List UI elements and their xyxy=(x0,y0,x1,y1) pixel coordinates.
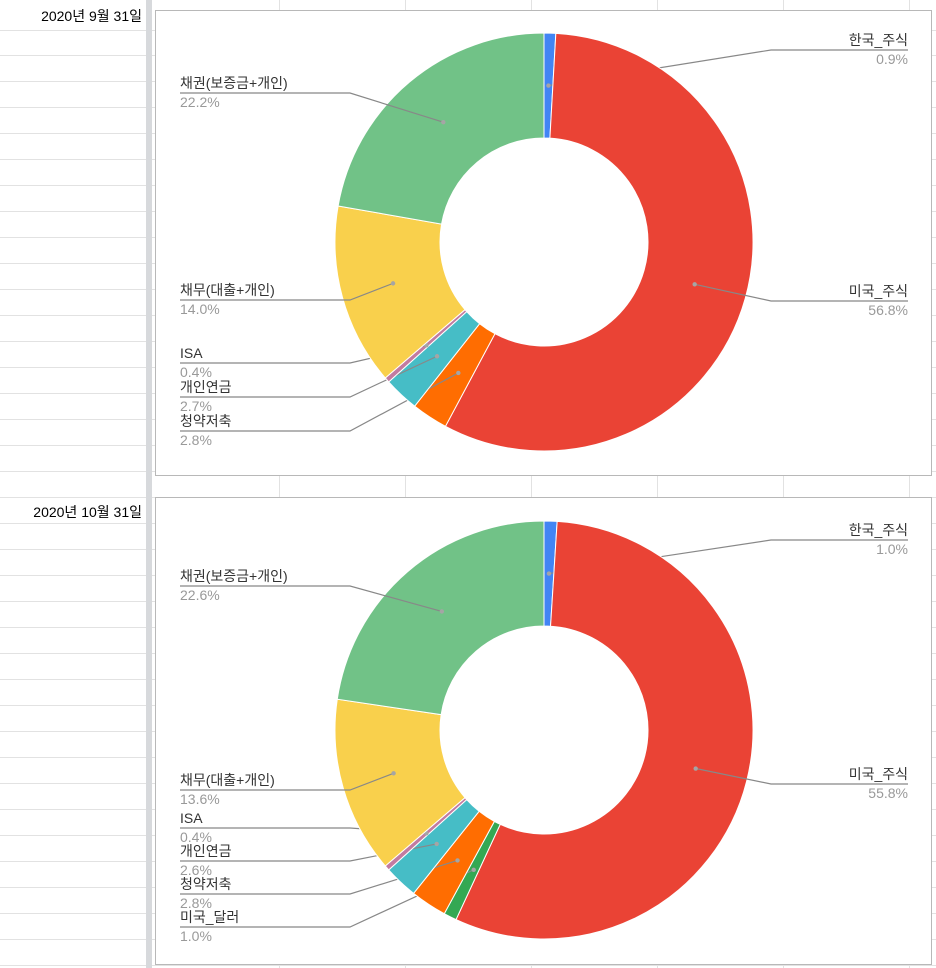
slice-label-personal-pension: 개인연금 xyxy=(180,843,232,859)
slice-label-isa: ISA xyxy=(180,810,203,826)
slice-label-korea-stock: 한국_주식 xyxy=(849,522,908,538)
slice-pct-us-stock: 56.8% xyxy=(868,302,908,318)
donut-chart-oct[interactable]: 한국_주식 1.0% 미국_주식 55.8% 미국_달러 1.0% 청약저축 2.8% 개인연금… xyxy=(155,497,932,965)
slice-pct-korea-stock: 0.9% xyxy=(876,51,908,67)
slice-label-us-stock: 미국_주식 xyxy=(849,766,908,782)
slice-us-stock[interactable] xyxy=(455,520,754,940)
slice-bond[interactable] xyxy=(336,520,545,716)
donut-chart-sep-svg: 한국_주식 0.9% 미국_주식 56.8% 청약저축 2.8% 개인연금 2.7% ISA 0.… xyxy=(180,32,908,452)
leader-line-us-stock xyxy=(695,767,908,785)
leader-line-us-stock xyxy=(694,283,908,302)
leader-dot-bond xyxy=(439,609,445,614)
slice-pct-debt: 13.6% xyxy=(180,791,220,807)
donut-chart-oct-svg: 한국_주식 1.0% 미국_주식 55.8% 미국_달러 1.0% 청약저축 2.8% 개인연금… xyxy=(180,520,908,944)
leader-dot-debt xyxy=(390,281,396,286)
slice-pct-us-dollar: 1.0% xyxy=(180,928,212,944)
leader-dot-personal-pension xyxy=(434,841,439,847)
row-date-label-oct: 2020년 10월 31일 xyxy=(33,504,142,520)
leader-dot-debt xyxy=(391,771,396,776)
slice-pct-personal-pension: 2.6% xyxy=(180,862,212,878)
slice-pct-housing-savings: 2.8% xyxy=(180,432,212,448)
leader-line-personal-pension xyxy=(180,355,438,398)
slice-debt[interactable] xyxy=(334,205,466,379)
leader-line-bond xyxy=(180,92,444,123)
slice-label-bond: 채권(보증금+개인) xyxy=(180,568,288,584)
leader-line-debt xyxy=(180,772,394,791)
leader-line-debt xyxy=(180,282,394,301)
slice-pct-us-stock: 55.8% xyxy=(868,785,908,801)
leader-dot-korea-stock xyxy=(546,571,552,576)
slice-label-us-dollar: 미국_달러 xyxy=(180,909,239,925)
slice-pct-isa: 0.4% xyxy=(180,364,212,380)
row-date-label-sep: 2020년 9월 31일 xyxy=(41,8,142,24)
donut-chart-sep[interactable]: 한국_주식 0.9% 미국_주식 56.8% 청약저축 2.8% 개인연금 2.7% ISA 0.… xyxy=(155,10,932,476)
slice-label-housing-savings: 청약저축 xyxy=(180,413,232,429)
slice-us-stock[interactable] xyxy=(444,32,754,452)
slice-label-housing-savings: 청약저축 xyxy=(180,876,232,892)
slice-pct-korea-stock: 1.0% xyxy=(876,541,908,557)
slice-pct-isa: 0.4% xyxy=(180,829,212,845)
slice-label-debt: 채무(대출+개인) xyxy=(180,282,275,298)
slice-label-bond: 채권(보증금+개인) xyxy=(180,75,288,91)
slice-label-isa: ISA xyxy=(180,345,203,361)
slice-label-debt: 채무(대출+개인) xyxy=(180,772,275,788)
slice-pct-housing-savings: 2.8% xyxy=(180,895,212,911)
leader-dot-us-stock xyxy=(692,282,697,287)
leader-dot-housing-savings xyxy=(455,858,460,863)
slice-pct-debt: 14.0% xyxy=(180,301,220,317)
leader-dot-housing-savings xyxy=(456,370,461,376)
slice-label-us-stock: 미국_주식 xyxy=(849,283,908,299)
leader-dot-us-dollar xyxy=(471,867,476,873)
leader-dot-korea-stock xyxy=(546,83,551,88)
slice-pct-personal-pension: 2.7% xyxy=(180,398,212,414)
leader-line-bond xyxy=(180,585,442,613)
slice-pct-bond: 22.6% xyxy=(180,587,220,603)
leader-dot-personal-pension xyxy=(434,354,440,359)
leader-dot-bond xyxy=(441,119,446,125)
slice-label-personal-pension: 개인연금 xyxy=(180,379,232,395)
slice-pct-bond: 22.2% xyxy=(180,94,220,110)
slice-label-korea-stock: 한국_주식 xyxy=(849,32,908,48)
slice-bond[interactable] xyxy=(337,32,545,225)
leader-dot-us-stock xyxy=(693,766,698,771)
